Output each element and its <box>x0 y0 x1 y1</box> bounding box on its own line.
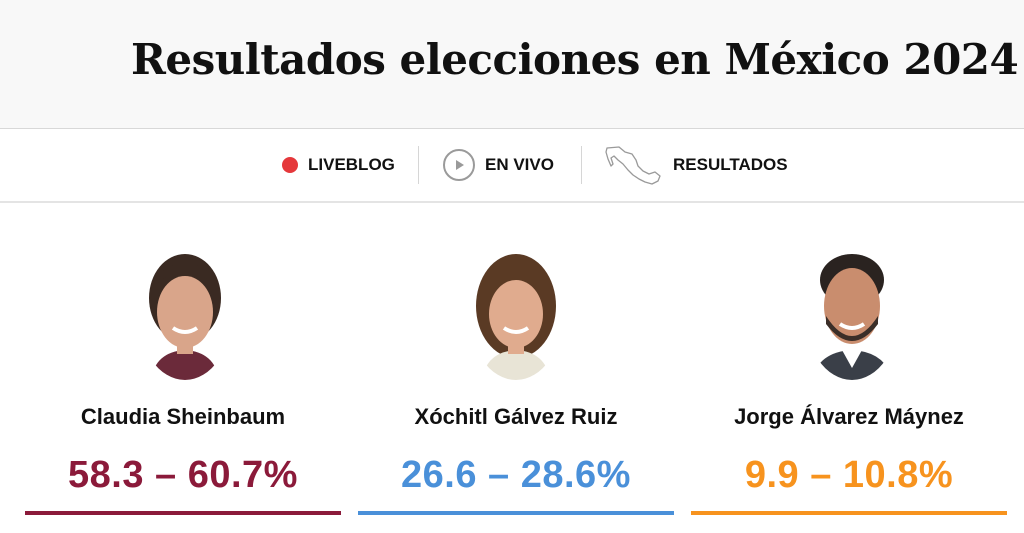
nav-divider <box>418 146 419 184</box>
nav-item-label: LIVEBLOG <box>308 155 395 174</box>
candidate-photo <box>468 240 564 380</box>
candidate-color-bar <box>358 511 674 515</box>
nav-item-resultados[interactable]: RESULTADOS <box>605 129 788 201</box>
candidate-card-maynez: Jorge Álvarez Máynez 9.9 – 10.8% <box>691 230 1007 530</box>
nav-divider <box>581 146 582 184</box>
nav-bar: LIVEBLOG EN VIVO RESULTADOS <box>0 129 1024 203</box>
candidate-name: Xóchitl Gálvez Ruiz <box>414 404 618 429</box>
page-header: Resultados elecciones en México 2024 <box>0 0 1024 129</box>
nav-item-label: EN VIVO <box>485 155 554 174</box>
candidate-color-bar <box>691 511 1007 515</box>
candidate-card-sheinbaum: Claudia Sheinbaum 58.3 – 60.7% <box>25 230 341 530</box>
play-icon <box>443 149 475 181</box>
candidate-photo <box>137 240 233 380</box>
live-dot-icon <box>282 157 298 173</box>
candidate-photo <box>804 240 900 380</box>
candidate-card-galvez: Xóchitl Gálvez Ruiz 26.6 – 28.6% <box>358 230 674 530</box>
candidate-name: Jorge Álvarez Máynez <box>734 404 964 429</box>
page-title: Resultados elecciones en México 2024 <box>131 35 1019 84</box>
candidate-vote-range: 9.9 – 10.8% <box>744 454 954 496</box>
mexico-map-icon <box>605 144 663 186</box>
candidate-color-bar <box>25 511 341 515</box>
candidate-name: Claudia Sheinbaum <box>80 404 286 429</box>
nav-item-en-vivo[interactable]: EN VIVO <box>443 129 554 201</box>
nav-item-liveblog[interactable]: LIVEBLOG <box>282 129 395 201</box>
nav-item-label: RESULTADOS <box>673 155 788 174</box>
candidate-vote-range: 26.6 – 28.6% <box>401 454 631 496</box>
candidate-vote-range: 58.3 – 60.7% <box>68 454 298 496</box>
